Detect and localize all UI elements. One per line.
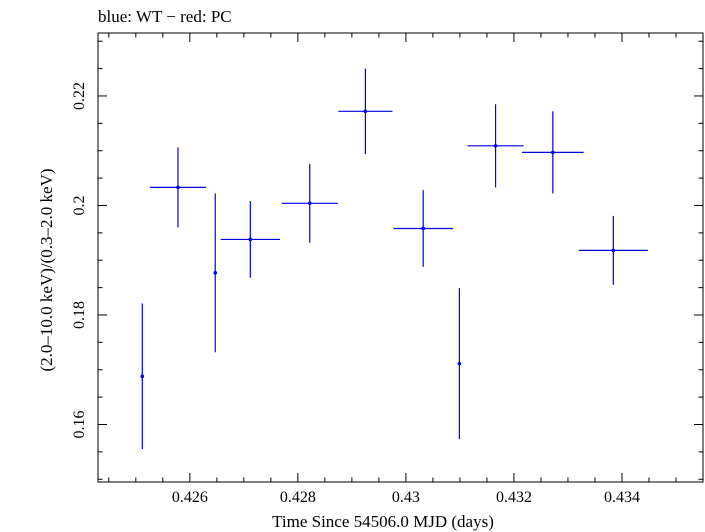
chart-title: blue: WT − red: PC: [98, 7, 232, 26]
data-point: [281, 163, 338, 243]
y-tick-label: 0.18: [71, 301, 88, 329]
data-point: [213, 193, 218, 353]
x-tick-label: 0.428: [280, 489, 316, 506]
point-marker: [213, 271, 218, 275]
data-point: [578, 215, 648, 285]
point-marker: [421, 226, 425, 231]
y-axis-label: (2.0–10.0 keV)/(0.3–2.0 keV): [37, 168, 56, 371]
data-point: [393, 190, 453, 267]
y-tick-label: 0.22: [71, 82, 88, 110]
point-marker: [493, 143, 498, 148]
data-point: [467, 104, 524, 188]
x-tick-label: 0.432: [496, 489, 532, 506]
x-axis-label: Time Since 54506.0 MJD (days): [272, 512, 494, 531]
data-point: [149, 147, 207, 228]
point-marker: [551, 150, 555, 155]
x-tick-label: 0.434: [604, 489, 640, 506]
point-marker: [176, 185, 180, 190]
point-marker: [611, 248, 616, 253]
data-point: [220, 201, 281, 278]
data-marks: [140, 68, 648, 450]
point-marker: [363, 109, 368, 114]
point-marker: [248, 237, 253, 242]
plot-frame: [97, 32, 704, 483]
data-point: [457, 288, 462, 440]
y-tick-label: 0.2: [71, 195, 88, 215]
data-point: [338, 68, 393, 155]
data-point: [522, 111, 584, 194]
point-marker: [140, 374, 145, 379]
x-tick-label: 0.43: [392, 489, 420, 506]
point-marker: [307, 201, 312, 206]
x-tick-label: 0.426: [172, 489, 208, 506]
data-point: [140, 303, 145, 450]
y-tick-label: 0.16: [71, 411, 88, 439]
axis-ticks: 0.426 0.428 0.43 0.432 0.434 0.16 0.18 0.2 0.22: [71, 33, 704, 506]
point-marker: [457, 361, 462, 366]
